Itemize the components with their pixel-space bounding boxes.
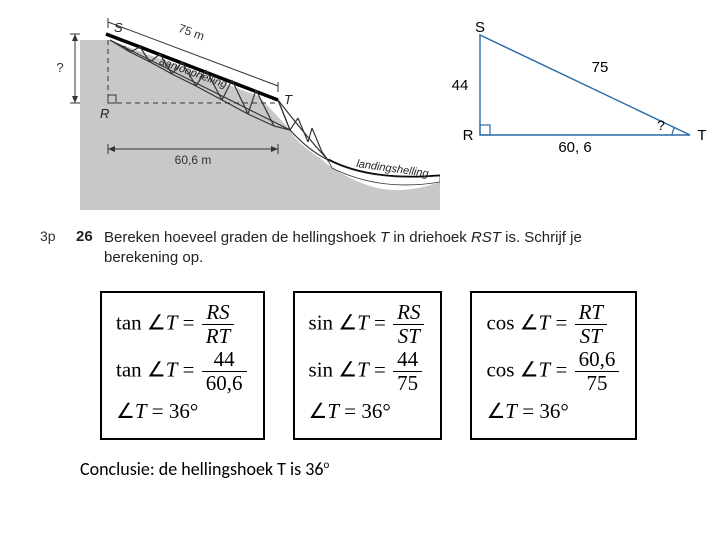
eq-sign: = (339, 399, 361, 423)
tan-num1: RS (202, 301, 235, 325)
T-letter: T (505, 399, 517, 423)
top-figure-row: 75 m aanloophelling landingshelling ? 60… (0, 0, 720, 220)
question-text-part2: in driehoek (389, 229, 471, 246)
height-question-mark: ? (56, 60, 63, 75)
question-text-RST: RST (471, 229, 501, 246)
question-text: Bereken hoeveel graden de hellingshoek T… (104, 228, 680, 269)
tan-den2: 60,6 (202, 372, 247, 395)
point-T-ski: T (284, 92, 293, 107)
fn-tan-2: tan (116, 357, 142, 381)
cos-den1: ST (575, 325, 608, 348)
fn-sin: sin (309, 310, 334, 334)
solution-box-tan: tan ∠T = RSRT tan ∠T = 4460,6 ∠T = 36° (100, 291, 265, 441)
angle-icon: ∠ (520, 357, 539, 381)
cos-num1: RT (575, 301, 608, 325)
solution-box-cos: cos ∠T = RTST cos ∠T = 60,675 ∠T = 36° (470, 291, 637, 441)
angle-icon: ∠ (520, 310, 539, 334)
point-R-tri: R (463, 127, 474, 144)
point-T-tri: T (697, 127, 706, 144)
T-letter: T (135, 399, 147, 423)
T-letter: T (539, 357, 551, 381)
eq-sign: = (517, 399, 539, 423)
question-text-T: T (380, 229, 389, 246)
conclusion-degree: o (324, 458, 330, 471)
conclusion-line: Conclusie: de hellingshoek T is 36o (0, 440, 720, 480)
fn-cos: cos (486, 310, 514, 334)
eq-sign: = (550, 310, 572, 334)
angle-T-question: ? (657, 117, 665, 133)
cos-result: 36° (539, 399, 568, 423)
point-R-ski: R (100, 106, 109, 121)
angle-icon: ∠ (147, 357, 166, 381)
question-text-part3: is. Schrijf je (501, 229, 582, 246)
side-ST-label: 75 (592, 59, 609, 76)
solution-boxes-row: tan ∠T = RSRT tan ∠T = 4460,6 ∠T = 36° s… (0, 269, 720, 441)
cos-den2: 75 (575, 372, 620, 395)
slope-length-label: 75 m (176, 21, 206, 43)
eq-sign: = (147, 399, 169, 423)
angle-icon: ∠ (116, 399, 135, 423)
angle-icon: ∠ (338, 310, 357, 334)
angle-icon: ∠ (309, 399, 328, 423)
tan-den1: RT (202, 325, 235, 348)
fn-tan: tan (116, 310, 142, 334)
T-letter: T (166, 357, 178, 381)
eq-sign: = (177, 310, 199, 334)
sin-num1: RS (393, 301, 424, 325)
sin-num2: 44 (393, 348, 422, 372)
tan-num2: 44 (202, 348, 247, 372)
side-SR-label: 44 (452, 77, 469, 94)
T-letter: T (357, 310, 369, 334)
eq-sign: = (369, 357, 391, 381)
cos-num2: 60,6 (575, 348, 620, 372)
T-letter: T (166, 310, 178, 334)
question-text-part4: berekening op. (104, 249, 203, 266)
fn-sin-2: sin (309, 357, 334, 381)
sin-result: 36° (361, 399, 390, 423)
T-letter: T (539, 310, 551, 334)
eq-sign: = (177, 357, 199, 381)
triangle-diagram: S R T 44 75 60, 6 ? (450, 20, 710, 160)
sin-den1: ST (393, 325, 424, 348)
point-S-ski: S (114, 20, 123, 35)
question-text-part1: Bereken hoeveel graden de hellingshoek (104, 229, 380, 246)
base-length-label: 60,6 m (175, 153, 212, 167)
angle-icon: ∠ (486, 399, 505, 423)
sin-den2: 75 (393, 372, 422, 395)
T-letter: T (357, 357, 369, 381)
side-RT-label: 60, 6 (558, 139, 591, 156)
conclusion-text: Conclusie: de hellingshoek T is 36 (80, 458, 324, 480)
question-number: 26 (76, 228, 104, 245)
question-line: 3p 26 Bereken hoeveel graden de hellings… (0, 220, 720, 269)
T-letter: T (327, 399, 339, 423)
eq-sign: = (369, 310, 391, 334)
ski-jump-diagram: 75 m aanloophelling landingshelling ? 60… (40, 0, 440, 220)
points-label: 3p (40, 228, 76, 244)
point-S-tri: S (475, 20, 485, 36)
angle-icon: ∠ (147, 310, 166, 334)
fn-cos-2: cos (486, 357, 514, 381)
solution-box-sin: sin ∠T = RSST sin ∠T = 4475 ∠T = 36° (293, 291, 443, 441)
angle-icon: ∠ (338, 357, 357, 381)
tan-result: 36° (169, 399, 198, 423)
eq-sign: = (550, 357, 572, 381)
